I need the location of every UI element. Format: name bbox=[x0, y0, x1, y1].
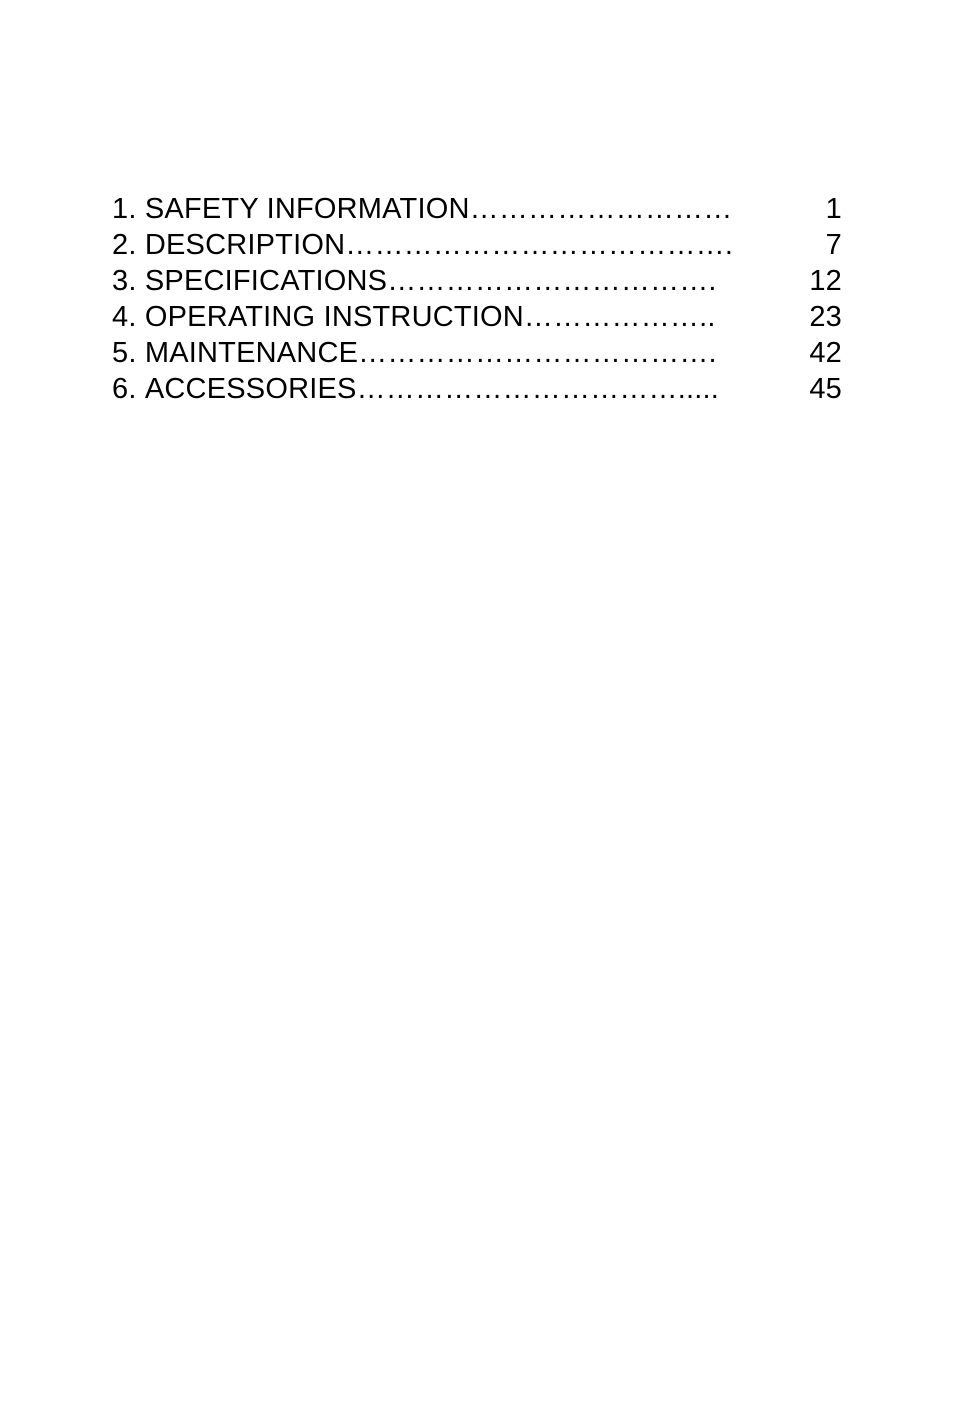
toc-title: DESCRIPTION bbox=[145, 228, 345, 264]
toc-num: 3. bbox=[112, 264, 137, 300]
toc-page: 1 bbox=[826, 192, 842, 228]
toc-title: SAFETY INFORMATION bbox=[145, 192, 470, 228]
toc-page: 23 bbox=[809, 300, 842, 336]
toc-entry: 6. ACCESSORIES ……………………………..... 45 bbox=[112, 372, 842, 408]
toc-page: 12 bbox=[809, 264, 842, 300]
document-page: 1. SAFETY INFORMATION ……………………… 1 2. DES… bbox=[0, 0, 954, 1405]
toc-dots: ……………………………..... bbox=[357, 372, 810, 408]
toc-num: 4. bbox=[112, 300, 137, 336]
toc-dots: …………………………………. bbox=[345, 228, 825, 264]
table-of-contents: 1. SAFETY INFORMATION ……………………… 1 2. DES… bbox=[112, 192, 842, 408]
toc-page: 45 bbox=[809, 372, 842, 408]
toc-title: OPERATING INSTRUCTION bbox=[145, 300, 524, 336]
toc-entry: 1. SAFETY INFORMATION ……………………… 1 bbox=[112, 192, 842, 228]
toc-page: 7 bbox=[826, 228, 842, 264]
toc-num: 2. bbox=[112, 228, 137, 264]
toc-dots: ………………………………. bbox=[358, 336, 809, 372]
toc-entry: 3. SPECIFICATIONS ……………………………. 12 bbox=[112, 264, 842, 300]
toc-page: 42 bbox=[809, 336, 842, 372]
toc-entry: 4. OPERATING INSTRUCTION ……………….. 23 bbox=[112, 300, 842, 336]
toc-title: ACCESSORIES bbox=[145, 372, 357, 408]
toc-entry: 5. MAINTENANCE ………………………………. 42 bbox=[112, 336, 842, 372]
toc-num: 6. bbox=[112, 372, 137, 408]
toc-dots: ……………………………. bbox=[387, 264, 809, 300]
toc-entry: 2. DESCRIPTION …………………………………. 7 bbox=[112, 228, 842, 264]
toc-title: MAINTENANCE bbox=[145, 336, 358, 372]
toc-num: 1. bbox=[112, 192, 137, 228]
toc-num: 5. bbox=[112, 336, 137, 372]
toc-dots: ……………………… bbox=[470, 192, 826, 228]
toc-dots: ……………….. bbox=[524, 300, 809, 336]
toc-title: SPECIFICATIONS bbox=[145, 264, 387, 300]
